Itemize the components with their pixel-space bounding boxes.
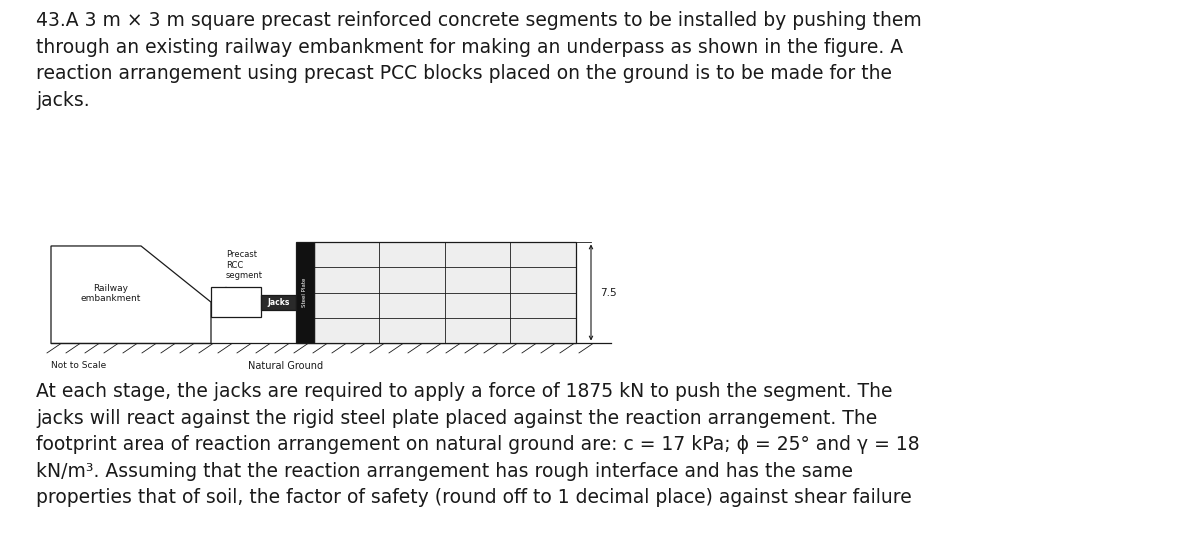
Text: Natural Ground: Natural Ground xyxy=(248,361,324,371)
Bar xyxy=(296,242,313,343)
Text: Steel Plate: Steel Plate xyxy=(302,278,307,307)
Text: Jacks: Jacks xyxy=(268,297,289,306)
Bar xyxy=(262,295,296,310)
Bar xyxy=(211,288,262,317)
Text: At each stage, the jacks are required to apply a force of 1875 kN to push the se: At each stage, the jacks are required to… xyxy=(36,382,919,507)
Text: Railway
embankment: Railway embankment xyxy=(80,284,142,303)
Text: Not to Scale: Not to Scale xyxy=(50,361,107,370)
Text: Precast
RCC
segment: Precast RCC segment xyxy=(226,250,263,280)
Text: 7.5: 7.5 xyxy=(600,288,617,297)
Text: 43.A 3 m × 3 m square precast reinforced concrete segments to be installed by pu: 43.A 3 m × 3 m square precast reinforced… xyxy=(36,11,922,110)
Polygon shape xyxy=(50,246,211,343)
Bar xyxy=(313,242,576,343)
